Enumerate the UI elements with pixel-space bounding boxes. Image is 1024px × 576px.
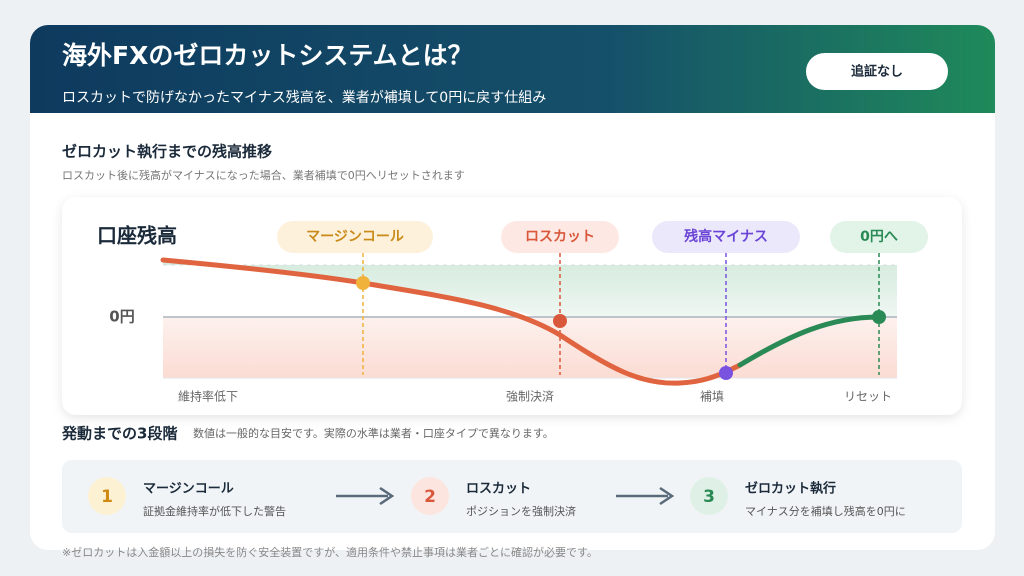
phase-pill [652, 221, 800, 253]
phase-pill [277, 221, 433, 253]
steps-note: 数値は一般的な目安です。実際の水準は業者・口座タイプで異なります。 [193, 426, 554, 440]
section-title: ゼロカット執行までの残高推移 [62, 143, 272, 161]
step-badge [411, 477, 449, 515]
step-number: 2 [424, 487, 436, 507]
button-label[interactable]: 追証なし [851, 64, 903, 80]
y-label: 口座残高 [97, 224, 177, 248]
zero-label: 0円 [109, 308, 134, 326]
positive-area [163, 260, 897, 317]
recovery-curve [737, 314, 882, 368]
arrow [336, 486, 395, 506]
steps-panel [62, 460, 962, 533]
x-label: 強制決済 [506, 389, 554, 404]
button[interactable] [806, 53, 948, 90]
step-badge [88, 477, 126, 515]
x-label: リセット [844, 390, 892, 404]
point [356, 276, 370, 290]
point [719, 366, 733, 380]
steps-title: 発動までの3段階 [61, 425, 177, 443]
title: 海外FXのゼロカットシステムとは？ [62, 41, 473, 70]
x-label: 補填 [700, 390, 724, 404]
phase-label: 残高マイナス [684, 228, 768, 245]
step-title: マージンコール [143, 482, 234, 497]
step-title: ロスカット [466, 482, 531, 497]
step-number: 3 [703, 487, 715, 507]
step-desc: マイナス分を補填し残高を0円に [745, 504, 906, 518]
subtitle: ロスカットで防げなかったマイナス残高を、業者が補填して0円に戻す仕組み [62, 89, 546, 106]
step-number: 1 [101, 487, 113, 507]
arrow [616, 486, 675, 506]
step-desc: 証拠金維持率が低下した警告 [143, 504, 286, 518]
phase-label: マージンコール [306, 229, 404, 245]
step-title: ゼロカット執行 [745, 481, 836, 497]
section-subtitle: ロスカット後に残高がマイナスになった場合、業者補填で0円へリセットされます [62, 168, 465, 182]
point [872, 310, 886, 324]
step-desc: ポジションを強制決済 [466, 504, 576, 518]
phase-pill [501, 221, 619, 253]
footnote: ※ゼロカットは入金額以上の損失を防ぐ安全装置ですが、適用条件や禁止事項は業者ごと… [62, 545, 598, 559]
balance-curve [160, 257, 743, 386]
x-label: 維持率低下 [178, 389, 238, 404]
phase-label: ロスカット [525, 229, 595, 245]
step-badge [690, 477, 728, 515]
phase-pill [830, 221, 928, 253]
phase-label: 0円へ [860, 229, 898, 245]
negative-area [163, 317, 897, 378]
point [553, 314, 567, 328]
